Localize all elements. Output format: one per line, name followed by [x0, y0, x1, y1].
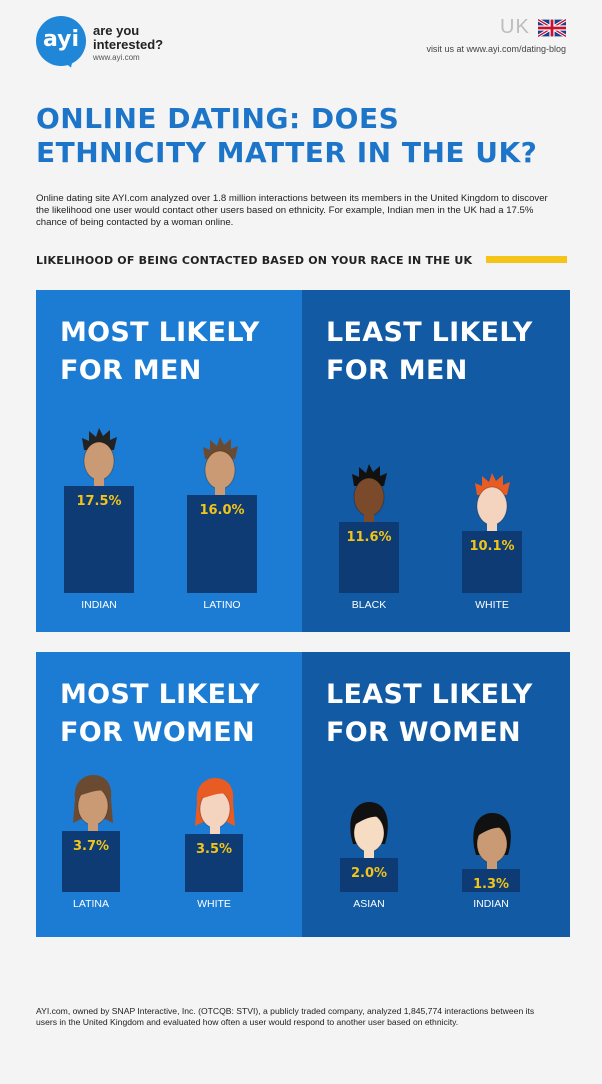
visit-blog-link[interactable]: visit us at www.ayi.com/dating-blog [426, 44, 566, 54]
person-latino-icon [198, 437, 242, 499]
panel-most-likely-women: MOST LIKELY FOR WOMEN 3.7% LATINA 3.5% WHITE [36, 652, 302, 937]
category-label: WHITE [197, 898, 231, 910]
intro-paragraph: Online dating site AYI.com analyzed over… [36, 193, 548, 228]
bar-white [185, 834, 243, 892]
person-white-icon [193, 776, 237, 838]
value-label: 2.0% [350, 866, 388, 881]
logo-tagline: are you interested? [93, 23, 164, 52]
bar-indian [462, 869, 520, 892]
panel-title-line: LEAST LIKELY [326, 679, 533, 710]
value-label: 17.5% [76, 494, 122, 509]
panel-title: LEAST LIKELY FOR MEN [326, 314, 533, 390]
value-label: 11.6% [346, 530, 392, 545]
panel-title-line: FOR MEN [326, 355, 468, 386]
bar-asian [340, 858, 398, 892]
value-label: 10.1% [469, 539, 515, 554]
panel-least-likely-women: LEAST LIKELY FOR WOMEN 2.0% ASIAN 1.3% INDIAN [302, 652, 570, 937]
footer-note: AYI.com, owned by SNAP Interactive, Inc.… [36, 1006, 535, 1027]
ayi-logo[interactable]: ayi [36, 16, 86, 66]
person-indian-icon [77, 428, 121, 490]
panel-title: MOST LIKELY FOR MEN [60, 314, 260, 390]
person-indian-icon [470, 811, 514, 873]
value-label: 3.7% [72, 839, 110, 854]
panel-title-line: FOR MEN [60, 355, 202, 386]
bar-white [462, 531, 522, 593]
bar-latina [62, 831, 120, 892]
section-heading: LIKELIHOOD OF BEING CONTACTED BASED ON Y… [36, 254, 473, 267]
value-label: 1.3% [472, 877, 510, 892]
value-label: 3.5% [195, 842, 233, 857]
bar-black [339, 522, 399, 593]
logo-url[interactable]: www.ayi.com [93, 53, 140, 62]
person-asian-icon [347, 800, 391, 862]
person-black-icon [347, 464, 391, 526]
category-label: BLACK [351, 599, 387, 611]
bar-indian [64, 486, 134, 593]
uk-flag-icon [538, 19, 566, 37]
panel-title-line: MOST LIKELY [60, 679, 260, 710]
panel-most-likely-men: MOST LIKELY FOR MEN 17.5% INDIAN 16.0% LATINO [36, 290, 302, 632]
category-label: INDIAN [473, 898, 509, 910]
category-label: INDIAN [81, 599, 117, 611]
logo-mark: ayi [42, 27, 80, 52]
panel-title-line: LEAST LIKELY [326, 317, 533, 348]
category-label: WHITE [475, 599, 509, 611]
value-label: 16.0% [199, 503, 245, 518]
accent-bar [486, 256, 567, 263]
person-white-icon [470, 473, 514, 535]
bar-latino [187, 495, 257, 593]
category-label: LATINO [203, 599, 241, 611]
person-latina-icon [71, 773, 115, 835]
panel-title: MOST LIKELY FOR WOMEN [60, 676, 260, 752]
panel-title: LEAST LIKELY FOR WOMEN [326, 676, 533, 752]
country-label: UK [500, 16, 530, 38]
header: ayi are you interested? www.ayi.com UK v… [0, 0, 602, 80]
panel-title-line: FOR WOMEN [326, 717, 521, 748]
page-title: ONLINE DATING: DOES ETHNICITY MATTER IN … [36, 102, 538, 169]
category-label: LATINA [73, 898, 109, 910]
panel-title-line: FOR WOMEN [60, 717, 255, 748]
panel-title-line: MOST LIKELY [60, 317, 260, 348]
panel-least-likely-men: LEAST LIKELY FOR MEN 11.6% BLACK 10.1% WHITE [302, 290, 570, 632]
category-label: ASIAN [353, 898, 385, 910]
